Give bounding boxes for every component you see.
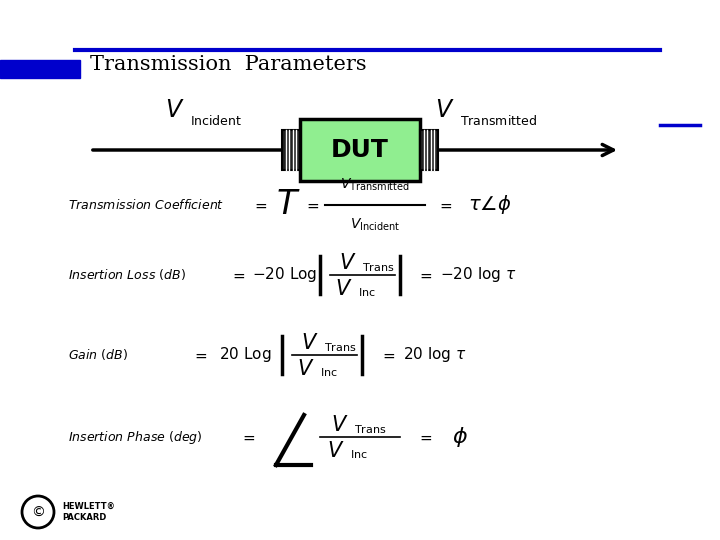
- Text: $\mathrm{Inc}$: $\mathrm{Inc}$: [350, 448, 368, 460]
- Text: $\mathit{Transmission\ Coefficient}$: $\mathit{Transmission\ Coefficient}$: [68, 198, 224, 212]
- Text: $\mathrm{Trans}$: $\mathrm{Trans}$: [324, 341, 356, 353]
- Text: $V$: $V$: [331, 415, 348, 435]
- Text: $=$: $=$: [417, 267, 433, 282]
- Text: $T$: $T$: [276, 189, 300, 221]
- Text: $-20\ \mathrm{Log}$: $-20\ \mathrm{Log}$: [252, 266, 318, 285]
- Text: $=$: $=$: [437, 198, 453, 213]
- Text: $\phi$: $\phi$: [452, 425, 468, 449]
- Text: $=$: $=$: [230, 267, 246, 282]
- Text: $20\ \mathrm{log}\ \tau$: $20\ \mathrm{log}\ \tau$: [403, 346, 467, 365]
- Text: $\mathrm{Incident}$: $\mathrm{Incident}$: [190, 114, 242, 128]
- Bar: [282, 130, 300, 170]
- Text: $\copyright$: $\copyright$: [31, 505, 45, 519]
- Bar: [300, 119, 420, 181]
- Text: $V$: $V$: [328, 441, 345, 461]
- Text: $=$: $=$: [417, 429, 433, 444]
- Text: PACKARD: PACKARD: [62, 514, 107, 523]
- Text: HEWLETT®: HEWLETT®: [62, 502, 115, 510]
- Bar: [0, 60, 80, 78]
- Text: $\mathrm{Trans}$: $\mathrm{Trans}$: [354, 423, 387, 435]
- Text: $=$: $=$: [192, 348, 208, 362]
- Text: $\mathrm{Inc}$: $\mathrm{Inc}$: [320, 366, 338, 378]
- Text: $=$: $=$: [380, 348, 396, 362]
- Text: $\mathrm{Inc}$: $\mathrm{Inc}$: [358, 286, 376, 298]
- Text: $\mathit{Insertion\ Loss\ (dB)}$: $\mathit{Insertion\ Loss\ (dB)}$: [68, 267, 186, 282]
- Text: $\mathrm{Trans}$: $\mathrm{Trans}$: [362, 261, 395, 273]
- Text: $=$: $=$: [240, 429, 256, 444]
- Text: $=$: $=$: [304, 198, 320, 213]
- Text: $V$: $V$: [339, 253, 356, 273]
- Text: $V$: $V$: [165, 99, 185, 122]
- Text: $V$: $V$: [301, 333, 319, 353]
- Text: $=$: $=$: [252, 198, 268, 213]
- Text: DUT: DUT: [331, 138, 389, 162]
- Text: $\mathrm{Transmitted}$: $\mathrm{Transmitted}$: [460, 114, 537, 128]
- Text: $V_{\mathrm{Incident}}$: $V_{\mathrm{Incident}}$: [350, 217, 400, 233]
- Text: $-20\ \mathrm{log}\ \tau$: $-20\ \mathrm{log}\ \tau$: [440, 266, 516, 285]
- Text: $V$: $V$: [297, 359, 315, 379]
- Bar: [420, 130, 438, 170]
- Text: $\tau\angle\phi$: $\tau\angle\phi$: [468, 193, 512, 217]
- Text: $V$: $V$: [336, 279, 353, 299]
- Text: $20\ \mathrm{Log}$: $20\ \mathrm{Log}$: [219, 346, 271, 365]
- Text: $\mathit{Gain\ (dB)}$: $\mathit{Gain\ (dB)}$: [68, 348, 128, 362]
- Text: $\mathit{Insertion\ Phase\ (deg)}$: $\mathit{Insertion\ Phase\ (deg)}$: [68, 429, 202, 446]
- Text: Transmission  Parameters: Transmission Parameters: [90, 56, 366, 75]
- Text: $V_{\mathrm{Transmitted}}$: $V_{\mathrm{Transmitted}}$: [340, 177, 410, 193]
- Text: $V$: $V$: [435, 99, 455, 122]
